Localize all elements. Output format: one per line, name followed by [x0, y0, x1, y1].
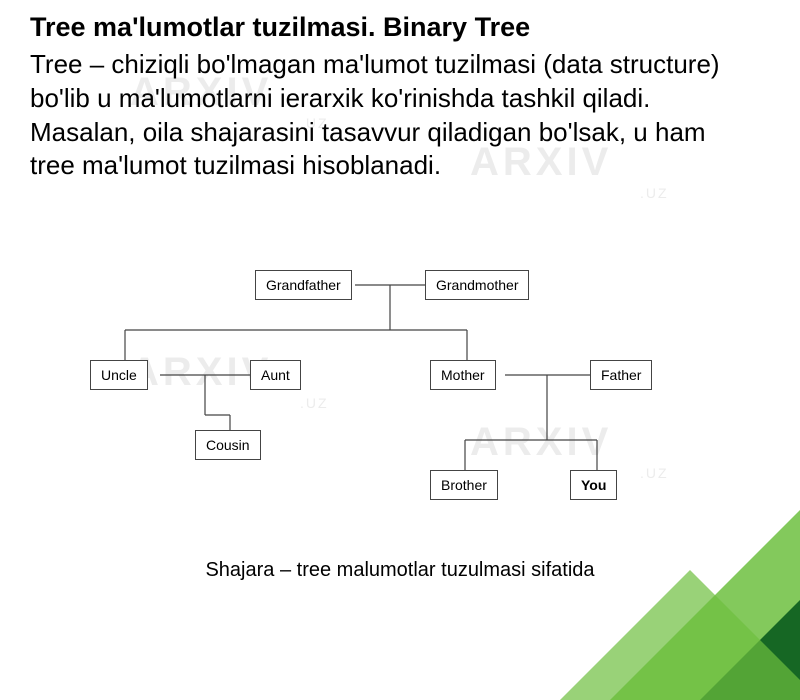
watermark-sub: .UZ — [640, 185, 669, 201]
node-you: You — [570, 470, 617, 500]
tree-edges — [60, 260, 740, 550]
diagram-caption: Shajara – tree malumotlar tuzulmasi sifa… — [0, 559, 800, 582]
node-aunt: Aunt — [250, 360, 301, 390]
family-tree-diagram: Grandfather Grandmother Uncle Aunt Mothe… — [60, 260, 740, 550]
node-uncle: Uncle — [90, 360, 148, 390]
node-grandmother: Grandmother — [425, 270, 529, 300]
node-grandfather: Grandfather — [255, 270, 352, 300]
node-mother: Mother — [430, 360, 496, 390]
node-father: Father — [590, 360, 652, 390]
slide-body: Tree – chiziqli bo'lmagan ma'lumot tuzil… — [30, 48, 750, 183]
node-brother: Brother — [430, 470, 498, 500]
node-cousin: Cousin — [195, 430, 261, 460]
slide-title: Tree ma'lumotlar tuzilmasi. Binary Tree — [30, 12, 530, 43]
